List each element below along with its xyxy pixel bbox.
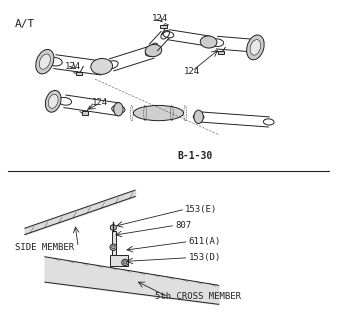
Text: 124: 124: [92, 99, 108, 108]
Text: A/T: A/T: [15, 19, 35, 29]
Text: 124: 124: [151, 14, 167, 23]
Bar: [110, 255, 128, 266]
Circle shape: [123, 261, 127, 264]
Bar: [75, 72, 82, 75]
Ellipse shape: [48, 94, 58, 108]
Ellipse shape: [194, 110, 203, 124]
Ellipse shape: [36, 49, 54, 74]
Circle shape: [110, 244, 117, 251]
Ellipse shape: [114, 103, 123, 116]
Ellipse shape: [247, 35, 264, 60]
Ellipse shape: [250, 40, 261, 55]
Ellipse shape: [145, 44, 162, 57]
Bar: [218, 51, 224, 54]
Ellipse shape: [39, 54, 50, 69]
Ellipse shape: [45, 91, 61, 112]
Text: 5th CROSS MEMBER: 5th CROSS MEMBER: [155, 292, 241, 301]
Bar: [160, 25, 167, 28]
Bar: [112, 231, 116, 255]
Text: 611(A): 611(A): [189, 237, 221, 246]
Text: 807: 807: [175, 221, 191, 230]
Text: 124: 124: [65, 62, 81, 71]
Bar: [82, 111, 88, 115]
Ellipse shape: [91, 59, 113, 74]
Text: 124: 124: [184, 67, 200, 76]
Text: 153(E): 153(E): [185, 205, 217, 214]
Text: B-1-30: B-1-30: [178, 151, 213, 161]
Text: 153(D): 153(D): [189, 253, 221, 262]
Ellipse shape: [200, 36, 217, 48]
Circle shape: [122, 259, 128, 266]
Circle shape: [112, 246, 115, 249]
Text: SIDE MEMBER: SIDE MEMBER: [15, 243, 74, 252]
Ellipse shape: [133, 105, 184, 121]
